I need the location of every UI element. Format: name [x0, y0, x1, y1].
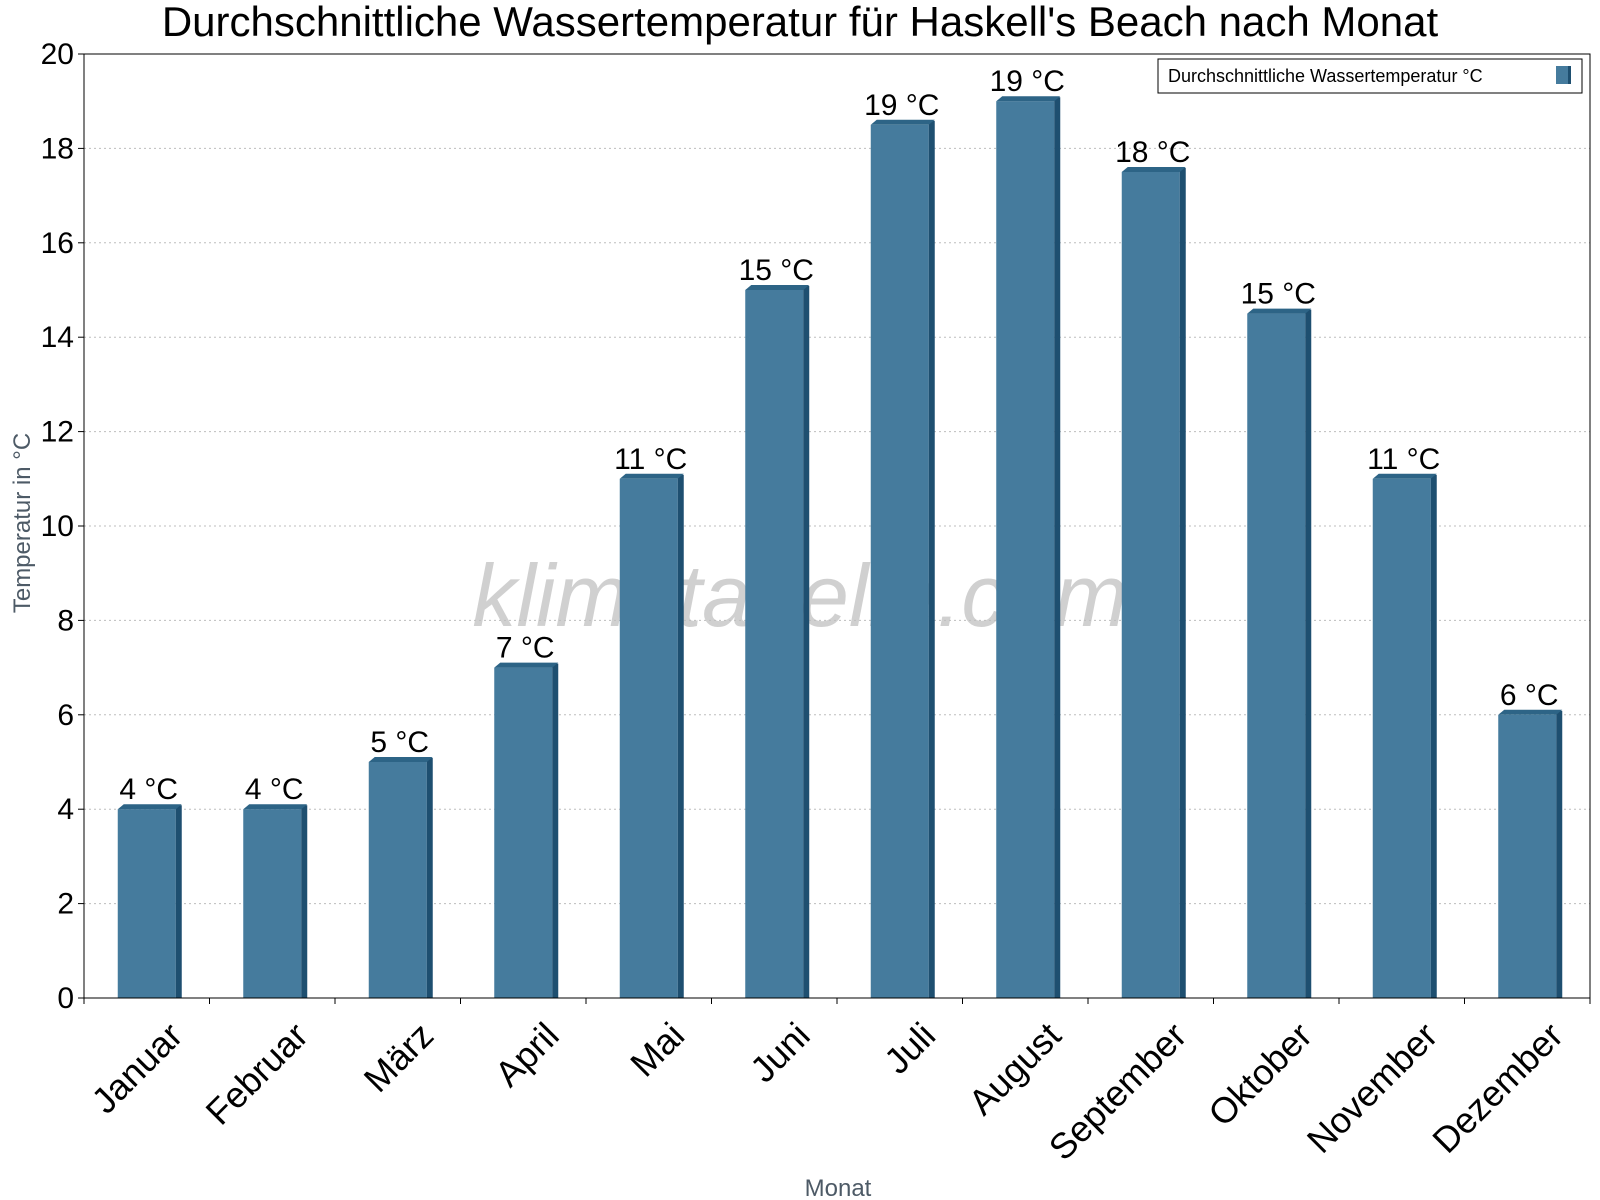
x-tick-label: März	[356, 1014, 442, 1100]
bar-top	[870, 119, 935, 125]
bar-top	[1247, 308, 1312, 314]
bar	[1372, 478, 1431, 998]
y-tick-label: 2	[57, 888, 74, 921]
bar	[1498, 714, 1557, 998]
bar-side	[175, 805, 182, 998]
bar-top	[368, 757, 433, 762]
bar-side	[1556, 710, 1563, 998]
bar-top	[996, 96, 1061, 102]
bar-data-label: 19 °C	[990, 65, 1065, 98]
bar-top	[1498, 709, 1563, 715]
bar-side	[301, 805, 308, 998]
x-axis-title: Monat	[805, 1175, 872, 1200]
y-tick-label: 18	[41, 132, 74, 165]
bar-data-label: 15 °C	[739, 254, 814, 287]
bar-data-label: 5 °C	[370, 726, 429, 759]
bar	[619, 478, 678, 998]
y-tick-label: 0	[57, 982, 74, 1015]
axes	[78, 53, 1591, 1004]
bar-data-label: 18 °C	[1115, 136, 1190, 169]
bar-data-label: 11 °C	[614, 443, 687, 476]
bar-top	[619, 473, 684, 479]
bar-side	[803, 286, 810, 998]
y-tick-label: 12	[41, 416, 74, 449]
y-tick-label: 6	[57, 699, 74, 732]
grid	[84, 147, 1590, 905]
y-tick-label: 16	[41, 227, 74, 260]
bar	[870, 124, 929, 999]
x-tick-label: Dezember	[1424, 1014, 1570, 1160]
chart-title: Durchschnittliche Wassertemperatur für H…	[162, 0, 1439, 45]
bar	[1247, 313, 1306, 999]
legend-box	[1157, 58, 1583, 94]
x-tick-label: Februar	[198, 1014, 316, 1132]
bar-side	[1305, 309, 1312, 999]
bar	[243, 809, 302, 998]
x-tick-label: Oktober	[1200, 1014, 1320, 1134]
bar-data-label: 19 °C	[864, 89, 939, 122]
bar-side	[677, 474, 684, 998]
x-tick-label: September	[1041, 1014, 1195, 1168]
bar	[996, 101, 1055, 998]
legend-swatch	[1556, 66, 1568, 84]
bar-side	[1179, 168, 1186, 998]
bar-side	[1054, 97, 1061, 998]
x-tick-label: Mai	[622, 1014, 692, 1084]
y-tick-label: 10	[41, 510, 74, 543]
bar-top	[1121, 167, 1186, 172]
x-tick-label: Juni	[742, 1014, 818, 1090]
bar-data-label: 11 °C	[1367, 443, 1440, 476]
bar	[117, 809, 176, 998]
x-tick-label: April	[487, 1014, 567, 1094]
x-tick-label: August	[960, 1014, 1068, 1122]
bar-top	[243, 804, 308, 810]
bar-data-label: 6 °C	[1500, 679, 1559, 712]
y-tick-label: 14	[41, 321, 74, 354]
y-tick-label: 20	[41, 38, 74, 71]
y-axis-title: Temperatur in °C	[9, 433, 36, 613]
legend-swatch-side	[1568, 66, 1571, 84]
bar-data-label: 4 °C	[119, 773, 178, 806]
bar-data-label: 7 °C	[496, 632, 555, 665]
bar-side	[928, 120, 935, 999]
bar-top	[117, 804, 182, 810]
bar-side	[426, 758, 433, 998]
bar-data-label: 15 °C	[1241, 278, 1316, 311]
x-tick-label: Juli	[876, 1014, 943, 1081]
y-tick-label: 4	[57, 793, 74, 826]
bars	[117, 96, 1563, 999]
bar	[368, 762, 427, 998]
bar-top	[494, 662, 559, 668]
bar-top	[1372, 473, 1437, 479]
legend-label: Durchschnittliche Wassertemperatur °C	[1168, 66, 1483, 86]
bar	[1121, 172, 1180, 998]
bar	[745, 290, 804, 998]
bar-side	[552, 663, 559, 998]
bar-data-label: 4 °C	[245, 773, 304, 806]
legend: Durchschnittliche Wassertemperatur °C	[1157, 58, 1583, 94]
y-tick-label: 8	[57, 604, 74, 637]
bar-side	[1430, 474, 1437, 998]
x-tick-label: Januar	[83, 1014, 190, 1121]
x-tick-label: November	[1299, 1014, 1445, 1160]
bar	[494, 667, 553, 998]
bar-top	[745, 285, 810, 290]
